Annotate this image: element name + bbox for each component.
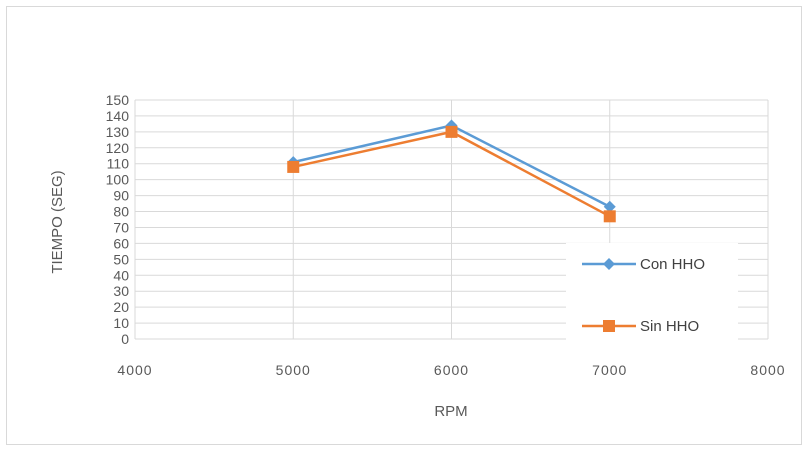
y-tick-label: 130 [106,124,130,140]
y-tick-label: 20 [113,299,129,315]
y-tick-label: 80 [113,204,129,220]
y-tick-label: 100 [106,172,130,188]
x-axis-ticks: 4000 5000 6000 7000 8000 [117,362,785,378]
legend-box [566,243,738,346]
y-tick-label: 70 [113,219,129,235]
chart-area [6,6,802,445]
legend-label-sin-hho: Sin HHO [640,318,699,335]
y-tick-label: 30 [113,283,129,299]
y-axis-title: TIEMPO (SEG) [49,170,66,273]
y-tick-label: 10 [113,315,129,331]
y-tick-label: 120 [106,140,130,156]
legend-marker-sin-hho [603,320,615,332]
data-point-sin-hho [287,160,300,173]
y-tick-label: 40 [113,267,129,283]
x-tick-label: 5000 [276,362,311,378]
y-tick-label: 90 [113,188,129,204]
plot-series [287,119,616,223]
legend: Con HHO Sin HHO [582,256,705,335]
x-tick-label: 7000 [592,362,627,378]
y-tick-label: 0 [121,331,129,347]
legend-label-con-hho: Con HHO [640,256,705,273]
x-axis-title: RPM [434,403,467,420]
data-point-sin-hho [603,210,616,223]
y-tick-label: 60 [113,235,129,251]
y-tick-label: 150 [106,92,130,108]
y-tick-label: 50 [113,251,129,267]
legend-marker-con-hho [603,258,615,270]
x-tick-label: 4000 [117,362,152,378]
data-point-con-hho [603,200,616,213]
y-tick-label: 110 [107,156,130,172]
y-tick-label: 140 [106,108,130,124]
data-point-sin-hho [445,125,458,138]
x-tick-label: 6000 [434,362,469,378]
x-tick-label: 8000 [750,362,785,378]
